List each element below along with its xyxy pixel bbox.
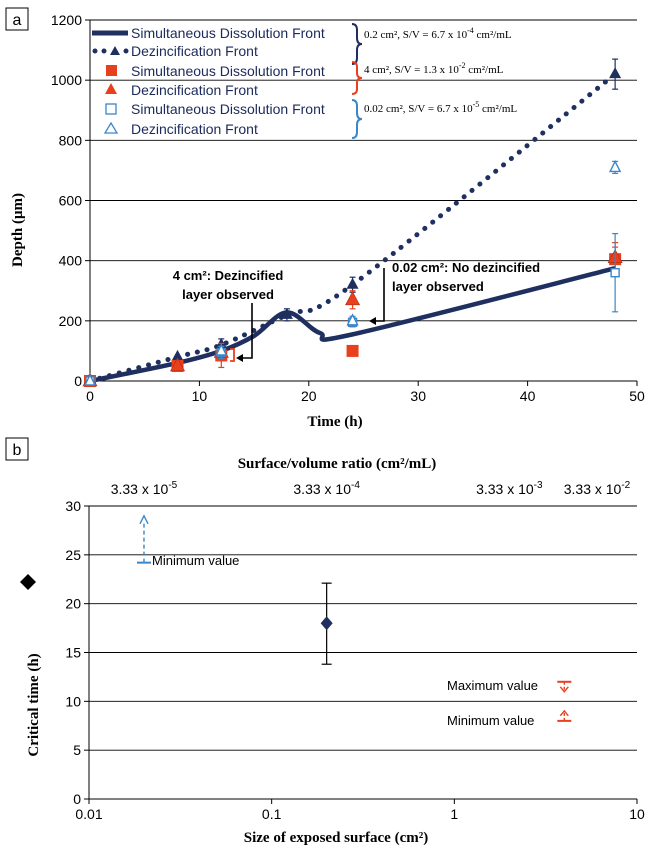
y-tick-label: 1200 <box>51 12 82 28</box>
panel-b-x2label: Surface/volume ratio (cm²/mL) <box>238 456 437 472</box>
svg-text:0.02 cm²: No dezincified: 0.02 cm²: No dezincified <box>392 260 540 275</box>
y-tick-label: 20 <box>65 596 81 612</box>
x-tick-label: 0.01 <box>75 806 102 822</box>
data-point-triangle <box>345 291 361 306</box>
legend-swatch-square <box>106 65 117 76</box>
x2-tick-label: 3.33 x 10-4 <box>293 480 360 497</box>
x-tick-label: 50 <box>629 388 645 404</box>
panel-a-box <box>5 7 29 31</box>
data-point-open-triangle <box>346 313 359 326</box>
panel-a-chart: 0 200 400 600 800 1000 1200 0 10 20 30 40 50 Time (h… <box>10 12 645 430</box>
data-point-triangle <box>171 349 184 361</box>
x-tick-label: 20 <box>301 388 317 404</box>
panel-a-label: a <box>13 12 22 29</box>
y-tick-label: 25 <box>65 547 81 563</box>
legend-entry: Simultaneous Dissolution Front <box>131 63 325 79</box>
callout-4cm2: 4 cm²: Dezincified layer observed <box>173 268 284 362</box>
x2-tick-label: 3.33 x 10-3 <box>476 480 543 497</box>
data-point-triangle <box>346 277 359 289</box>
y-tick-label: 1000 <box>51 72 82 88</box>
x-tick-label: 0 <box>86 388 94 404</box>
legend-entry: Dezincification Front <box>131 82 258 98</box>
minimum-arrowhead <box>559 709 569 717</box>
y-tick-label: 30 <box>65 498 81 514</box>
legend-brace <box>351 99 363 139</box>
panel-a-ylabel: Depth (μm) <box>10 193 26 267</box>
legend-swatch-triangle <box>110 46 120 55</box>
legend-swatch-dot <box>92 48 98 54</box>
x2-tick-label: 3.33 x 10-5 <box>111 480 178 497</box>
callout-arrowhead <box>369 317 376 325</box>
y-tick-label: 0 <box>74 373 82 389</box>
data-point-open-triangle <box>83 373 97 386</box>
callout-arrowhead <box>236 354 243 362</box>
legend: Simultaneous Dissolution Front Dezincifi… <box>92 23 517 139</box>
x-tick-label: 0.1 <box>262 806 282 822</box>
x2-tick-label: 3.33 x 10-2 <box>564 480 631 497</box>
data-point-open-square <box>610 268 620 278</box>
legend-note: 0.2 cm², S/V = 6.7 x 10-4 cm²/mL <box>364 26 512 41</box>
svg-text:4 cm²: Dezincified: 4 cm²: Dezincified <box>173 268 284 283</box>
y-tick-label: 10 <box>65 693 81 709</box>
minimum-arrowhead <box>139 514 149 525</box>
panel-b-box <box>5 437 29 461</box>
y-tick-label: 5 <box>73 742 81 758</box>
svg-text:layer observed: layer observed <box>392 279 484 294</box>
data-point-triangle <box>609 67 622 79</box>
data-point-triangle <box>170 357 186 372</box>
y-tick-label: 200 <box>59 313 83 329</box>
y-tick-label: 600 <box>59 193 83 209</box>
maximum-arrowhead <box>559 686 569 693</box>
data-point-diamond <box>320 616 333 631</box>
legend-swatch-dot <box>101 48 107 54</box>
x-tick-label: 1 <box>450 806 458 822</box>
legend-entry: Simultaneous Dissolution Front <box>131 25 325 41</box>
x-tick-label: 40 <box>520 388 536 404</box>
data-point-open-triangle <box>608 159 622 173</box>
callout-002cm2: 0.02 cm²: No dezincified layer observed <box>369 260 540 325</box>
panel-b-ylabel: Critical time (h) <box>26 653 42 756</box>
panel-b-xlabel: Size of exposed surface (cm²) <box>244 830 428 846</box>
x-tick-label: 10 <box>629 806 645 822</box>
annotation-minimum: Minimum value <box>152 553 239 568</box>
x-tick-label: 10 <box>192 388 208 404</box>
panel-a-xlabel: Time (h) <box>307 414 362 430</box>
legend-note: 4 cm², S/V = 1.3 x 10-2 cm²/mL <box>364 61 504 76</box>
x-tick-label: 30 <box>410 388 426 404</box>
annotation-maximum: Maximum value <box>447 678 538 693</box>
series-line-dissolution-0.2 <box>89 266 616 384</box>
legend-swatch-open-square <box>105 103 117 115</box>
legend-brace <box>351 23 363 65</box>
ylabel-diamond-icon <box>20 574 36 590</box>
legend-brace <box>351 61 363 95</box>
svg-text:layer observed: layer observed <box>182 287 274 302</box>
callout-bracket <box>230 348 235 362</box>
panel-b-chart: 0 5 10 15 20 25 30 0.01 0.1 1 10 3.33 x 10-5 3.33 x… <box>20 480 645 846</box>
panel-b-label: b <box>13 442 22 459</box>
legend-swatch-dot <box>123 48 129 54</box>
callout-arrow <box>240 303 253 359</box>
legend-entry: Simultaneous Dissolution Front <box>131 101 325 117</box>
y-tick-label: 15 <box>65 645 81 661</box>
y-tick-label: 400 <box>59 253 83 269</box>
legend-swatch-open-triangle <box>103 121 119 134</box>
data-point-square <box>346 344 359 357</box>
annotation-minimum-2: Minimum value <box>447 713 534 728</box>
y-tick-label: 0 <box>73 791 81 807</box>
legend-note: 0.02 cm², S/V = 6.7 x 10-5 cm²/mL <box>364 100 517 115</box>
y-tick-label: 800 <box>59 132 83 148</box>
legend-entry: Dezincification Front <box>131 43 258 59</box>
legend-entry: Dezincification Front <box>131 121 258 137</box>
callout-arrow <box>374 268 385 322</box>
legend-swatch-triangle <box>105 83 117 94</box>
data-point-open-triangle <box>215 343 228 356</box>
